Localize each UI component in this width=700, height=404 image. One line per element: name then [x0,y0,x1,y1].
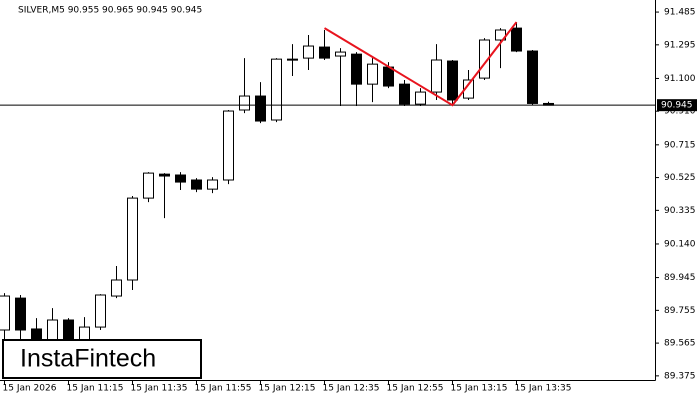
candle-body [143,172,154,199]
x-tick-label: 15 Jan 11:35 [131,384,188,394]
current-price-label: 90.945 [661,101,693,111]
y-tick-label: 90.715 [664,140,696,150]
y-tick-label: 89.565 [664,339,696,349]
candle-body [351,53,362,85]
candle-body [431,59,442,93]
candle-body [463,79,474,99]
candle-body [319,46,330,59]
candle-body [127,197,138,281]
y-tick-label: 90.335 [664,206,696,216]
x-tick-label: 15 Jan 13:15 [451,384,508,394]
y-tick-label: 91.485 [664,8,696,18]
candle-body [95,294,106,328]
candle-body [511,27,522,52]
current-price-box [657,99,697,112]
candle-body [239,95,250,111]
x-tick-label: 15 Jan 11:15 [67,384,124,394]
y-tick-label: 91.295 [664,40,696,50]
candle-body [223,110,234,181]
candle-body [175,174,186,183]
candle-body [0,295,10,331]
candle-body [479,39,490,79]
candle-body [447,60,458,101]
candle-body [191,179,202,190]
x-tick-label: 15 Jan 12:35 [323,384,380,394]
x-tick-label: 15 Jan 12:15 [259,384,316,394]
candle-body [383,66,394,87]
y-tick-label: 90.525 [664,173,696,183]
x-tick-label: 15 Jan 12:55 [387,384,444,394]
candle-body [207,179,218,190]
candle-body [367,63,378,85]
candle-body [15,297,26,331]
candle-body [415,91,426,105]
watermark: InstaFintech [20,345,156,373]
candle-body [271,58,282,121]
chart-title: SILVER,M5 90.955 90.965 90.945 90.945 [18,6,202,16]
y-tick-label: 90.140 [664,239,696,249]
pattern-line [323,21,518,107]
candle-body [255,95,266,122]
y-tick-label: 90.910 [664,107,696,117]
candle-body [399,83,410,105]
x-tick-label: 15 Jan 2026 [3,384,57,394]
candle-body [63,319,74,341]
watermark-box [2,339,202,379]
candle-body [111,279,122,297]
y-tick-label: 89.375 [664,371,696,381]
candle-body [159,173,170,177]
y-tick-label: 89.755 [664,306,696,316]
x-tick-label: 15 Jan 13:35 [515,384,572,394]
candle-body [335,51,346,57]
candle-body [303,45,314,59]
candle-body [287,58,298,61]
y-tick-label: 91.100 [664,74,696,84]
y-tick-label: 89.945 [664,273,696,283]
candle-body [527,50,538,104]
x-tick-label: 15 Jan 11:55 [195,384,252,394]
